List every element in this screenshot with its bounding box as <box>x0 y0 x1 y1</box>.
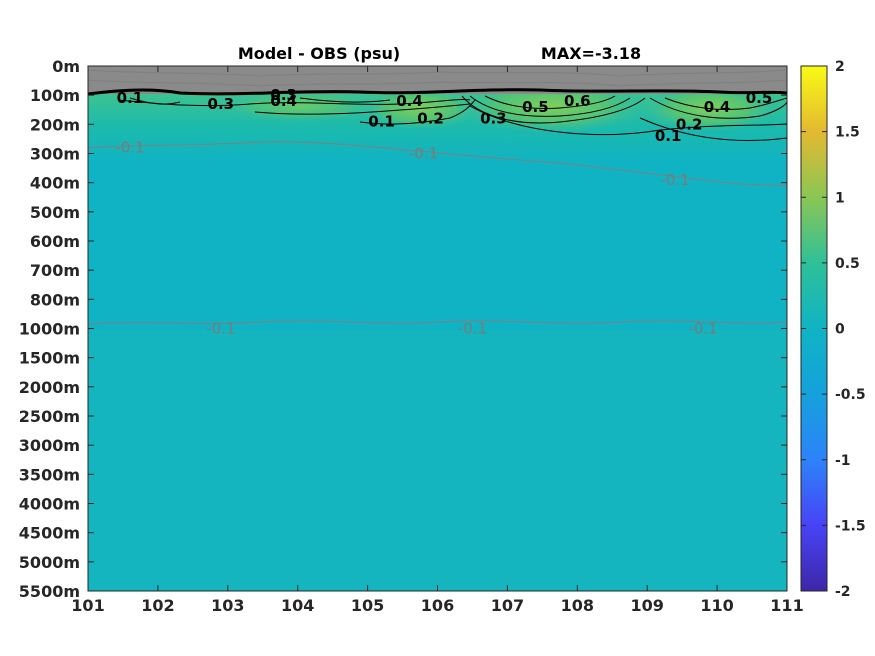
y-tick-label: 700m <box>30 261 80 280</box>
y-tick-label: 800m <box>30 290 80 309</box>
contour-line-positive <box>664 97 787 110</box>
y-tick-label: 2500m <box>19 407 80 426</box>
colorbar-tick-label: 0.5 <box>835 256 860 272</box>
contour-line-positive <box>299 97 391 103</box>
y-tick-label: 300m <box>30 145 80 164</box>
y-tick-label: 4000m <box>19 495 80 514</box>
contour-line-positive <box>639 117 787 141</box>
contour-labels: 0.1 0.3 0.40.3 0.40.20.1 0.30.5 0.60.20.10.4 0… <box>115 86 772 337</box>
x-tick-label: 107 <box>491 596 524 615</box>
contour-label: -0.1 <box>661 171 690 189</box>
y-tick-label: 3000m <box>19 436 80 455</box>
colorbar-tick-label: 1.5 <box>835 125 860 141</box>
x-tick-label: 101 <box>71 596 104 615</box>
y-tick-label: 400m <box>30 174 80 193</box>
contour-label: 0.1 <box>655 127 682 145</box>
contour-label: -0.1 <box>206 320 235 338</box>
colorbar-tick-label: -1.5 <box>835 518 866 534</box>
colorbar-tick-label: 2 <box>835 59 845 75</box>
contour-line-positive <box>484 95 616 109</box>
y-tick-label: 2000m <box>19 378 80 397</box>
contour-line-positive <box>359 99 476 125</box>
y-tick-label: 0m <box>52 57 80 76</box>
x-tick-label: 109 <box>630 596 663 615</box>
colorbar-ticks: 2 1.5 1 0.5 0 -0.5 -1 -1.5 -2 <box>801 59 866 600</box>
contour-label: -0.1 <box>115 139 144 157</box>
deep-field <box>88 330 787 591</box>
x-tick-label: 103 <box>211 596 244 615</box>
contour-line-positive <box>117 98 471 107</box>
contour-label: 0.4 <box>704 98 731 116</box>
chart-title: Model - OBS (psu) <box>238 44 400 63</box>
contour-label: 0.2 <box>417 110 444 128</box>
contour-label: 0.1 <box>368 112 395 130</box>
y-tick-label: 4500m <box>19 524 80 543</box>
x-tick-label: 108 <box>561 596 594 615</box>
colorbar-tick-label: -1 <box>835 453 851 469</box>
contour-label: 0.3 <box>480 110 507 128</box>
y-axis: 0m 100m 200m 300m 400m 500m 600m 700m 800m 1000m 1… <box>19 57 787 601</box>
contour-label: 0.5 <box>522 98 549 116</box>
colorbar-tick-label: 1 <box>835 190 845 206</box>
contour-label: 0.1 <box>117 89 144 107</box>
contour-label: 0.4 <box>270 92 297 110</box>
contour-line-positive <box>649 97 787 119</box>
x-tick-label: 104 <box>281 596 314 615</box>
contour-label: -0.1 <box>409 145 438 163</box>
y-tick-label: 200m <box>30 115 80 134</box>
x-tick-label: 110 <box>700 596 733 615</box>
contour-label: 0.5 <box>746 89 773 107</box>
x-tick-label: 102 <box>141 596 174 615</box>
contour-label: -0.1 <box>458 320 487 338</box>
contour-line-negative <box>88 79 787 87</box>
surface-band-edge <box>88 88 787 96</box>
contour-label: -0.1 <box>688 320 717 338</box>
y-tick-label: 5000m <box>19 553 80 572</box>
contour-label: 0.6 <box>564 92 591 110</box>
contour-label: 0.2 <box>676 115 703 133</box>
y-tick-label: 5500m <box>19 582 80 601</box>
contour-line-negative <box>88 320 787 325</box>
x-tick-label: 111 <box>770 596 803 615</box>
anomaly-blob-1 <box>360 86 480 130</box>
colorbar-tick-label: -2 <box>835 584 851 600</box>
chart-subtitle: MAX=-3.18 <box>541 44 641 63</box>
x-axis: 101 102 103 104 105 106 107 108 109 110 111 <box>71 66 804 615</box>
contour-line-positive <box>469 105 787 135</box>
y-tick-label: 500m <box>30 203 80 222</box>
contour-line-positive <box>254 103 471 115</box>
contour-label: 0.3 <box>270 86 297 104</box>
y-tick-label: 3500m <box>19 465 80 484</box>
plot-area: 0.1 0.3 0.40.3 0.40.20.1 0.30.5 0.60.20.10.4 0… <box>88 66 787 591</box>
anomaly-blob-3 <box>640 84 780 132</box>
contour-label: 0.4 <box>396 92 423 110</box>
y-tick-label: 1000m <box>19 320 80 339</box>
y-tick-label: 100m <box>30 86 80 105</box>
y-tick-label: 1500m <box>19 349 80 368</box>
x-tick-label: 105 <box>351 596 384 615</box>
contour-line-negative <box>88 141 787 187</box>
contour-line-positive <box>461 95 646 124</box>
x-tick-label: 106 <box>421 596 454 615</box>
colorbar-tick-label: 0 <box>835 322 845 338</box>
contour-line-positive <box>469 95 631 117</box>
contour-label: 0.3 <box>208 95 235 113</box>
contour-lines <box>88 69 787 325</box>
y-tick-label: 600m <box>30 232 80 251</box>
contour-line-positive <box>129 97 181 105</box>
contour-line-negative <box>88 69 787 77</box>
colorbar-tick-label: -0.5 <box>835 387 866 403</box>
